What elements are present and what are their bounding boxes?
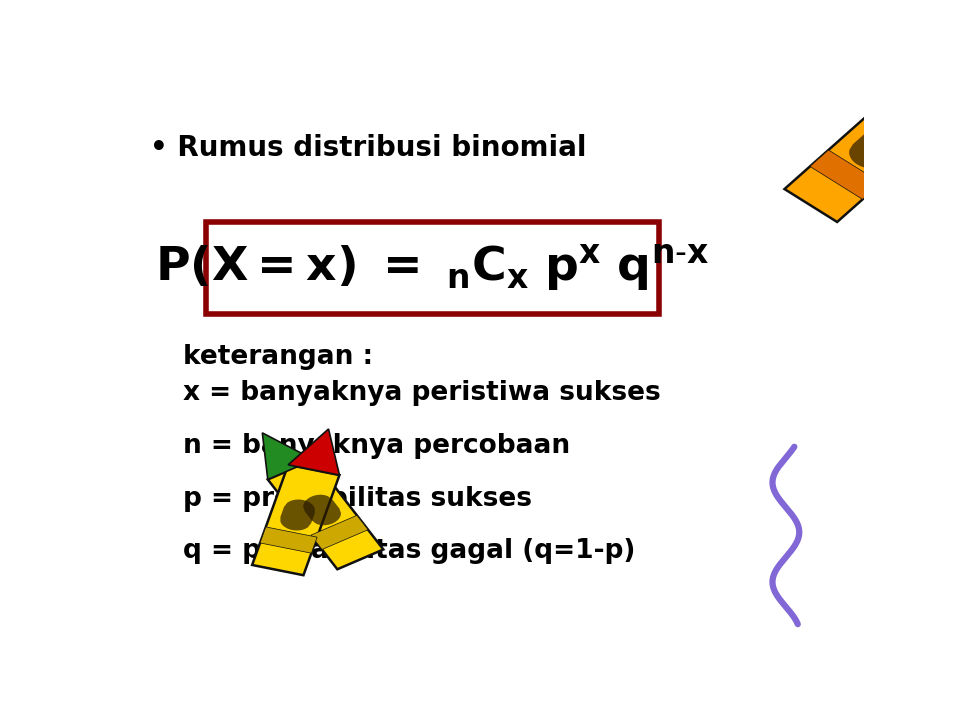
Text: $\mathit{\mathbf{P(X{=}x)\ =\ {}_{n}C_{x}\ p^{x}\ q^{n\text{-}x}}}$: $\mathit{\mathbf{P(X{=}x)\ =\ {}_{n}C_{x… bbox=[156, 243, 709, 294]
Polygon shape bbox=[268, 459, 383, 570]
Text: n = banyaknya percobaan: n = banyaknya percobaan bbox=[183, 433, 570, 459]
Text: • Rumus distribusi binomial: • Rumus distribusi binomial bbox=[150, 133, 587, 161]
FancyBboxPatch shape bbox=[205, 222, 660, 314]
Text: keterangan :: keterangan : bbox=[183, 344, 373, 370]
Polygon shape bbox=[311, 516, 368, 549]
Polygon shape bbox=[288, 429, 340, 475]
Polygon shape bbox=[252, 465, 340, 575]
Polygon shape bbox=[784, 86, 953, 222]
Polygon shape bbox=[280, 500, 315, 531]
Polygon shape bbox=[260, 527, 317, 553]
Text: p = probabilitas sukses: p = probabilitas sukses bbox=[183, 485, 532, 512]
Polygon shape bbox=[849, 130, 900, 168]
Polygon shape bbox=[810, 150, 881, 199]
Polygon shape bbox=[303, 495, 341, 525]
Polygon shape bbox=[262, 433, 314, 480]
Polygon shape bbox=[900, 60, 960, 120]
Text: q = probabilitas gagal (q=1-p): q = probabilitas gagal (q=1-p) bbox=[183, 539, 636, 564]
Text: x = banyaknya peristiwa sukses: x = banyaknya peristiwa sukses bbox=[183, 380, 661, 406]
